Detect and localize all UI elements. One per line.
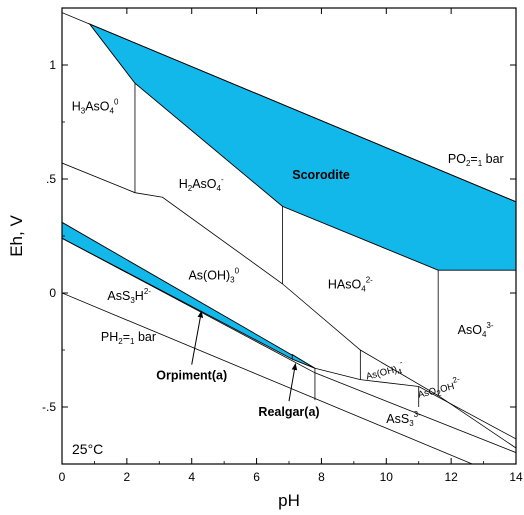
line-thioarsenite-upper-boundary [314,367,516,440]
x-tick-label: 10 [380,470,394,484]
region-label-h3aso4: H3AsO40 [72,98,119,116]
arrow-labels: Orpiment(a) Realgar(a) [156,310,320,419]
region-label-as-oh-3: As(OH)30 [188,266,239,284]
y-tick-label: 0 [49,286,56,300]
region-label-aso4: AsO43- [458,321,494,339]
region-labels: H3AsO40 H2AsO4- Scorodite PO2=1 bar HAsO42- A… [72,98,504,428]
arrow-label-orpiment-a: Orpiment(a) [156,369,227,383]
region-label-ass3: AsS33- [386,410,421,428]
stability-fields [62,22,516,369]
region-label-ph2-1-bar: PH2=1 bar [101,330,156,346]
y-axis-ticks: 1 .5 0 -.5 [42,7,516,465]
x-tick-label: 8 [318,470,325,484]
line-ph2-1-bar [62,292,474,464]
y-tick-label: .5 [46,172,56,186]
y-tick-label: 1 [49,58,56,72]
region-label-scorodite: Scorodite [292,168,350,182]
x-tick-label: 0 [59,470,66,484]
region-label-h2aso4: H2AsO4- [179,175,224,193]
x-tick-label: 14 [509,470,523,484]
y-axis-title: Eh, V [7,215,26,257]
temperature-annotation: 25°C [72,441,103,457]
field-orpiment-a [62,221,316,369]
x-tick-label: 4 [188,470,195,484]
arrow-realgar-a [288,362,298,402]
field-realgar-a [291,353,316,369]
field-scorodite [88,22,516,271]
boundary-lines [62,12,516,464]
region-label-aso2oh: AsO2OH2- [416,374,464,402]
x-tick-label: 2 [124,470,131,484]
arrow-label-realgar-a: Realgar(a) [258,405,319,419]
region-label-po2-1-bar: PO2=1 bar [448,152,504,168]
x-tick-label: 12 [444,470,458,484]
line-arsenate-arsenite-boundary [62,162,516,449]
x-axis-ticks: 0 2 4 6 8 10 12 14 [59,8,523,484]
region-label-as-oh-4: As(OH)4- [364,358,406,385]
y-tick-label: -.5 [42,400,56,414]
region-label-haso4: HAsO42- [328,275,373,293]
arrow-orpiment-a [191,310,204,365]
region-label-ass3h: AsS3H2- [107,287,151,305]
line-ass3h-ass3-lower-boundary [62,237,516,453]
x-axis-title: pH [278,491,300,510]
line-po2-1-bar [62,12,516,203]
x-tick-label: 6 [253,470,260,484]
